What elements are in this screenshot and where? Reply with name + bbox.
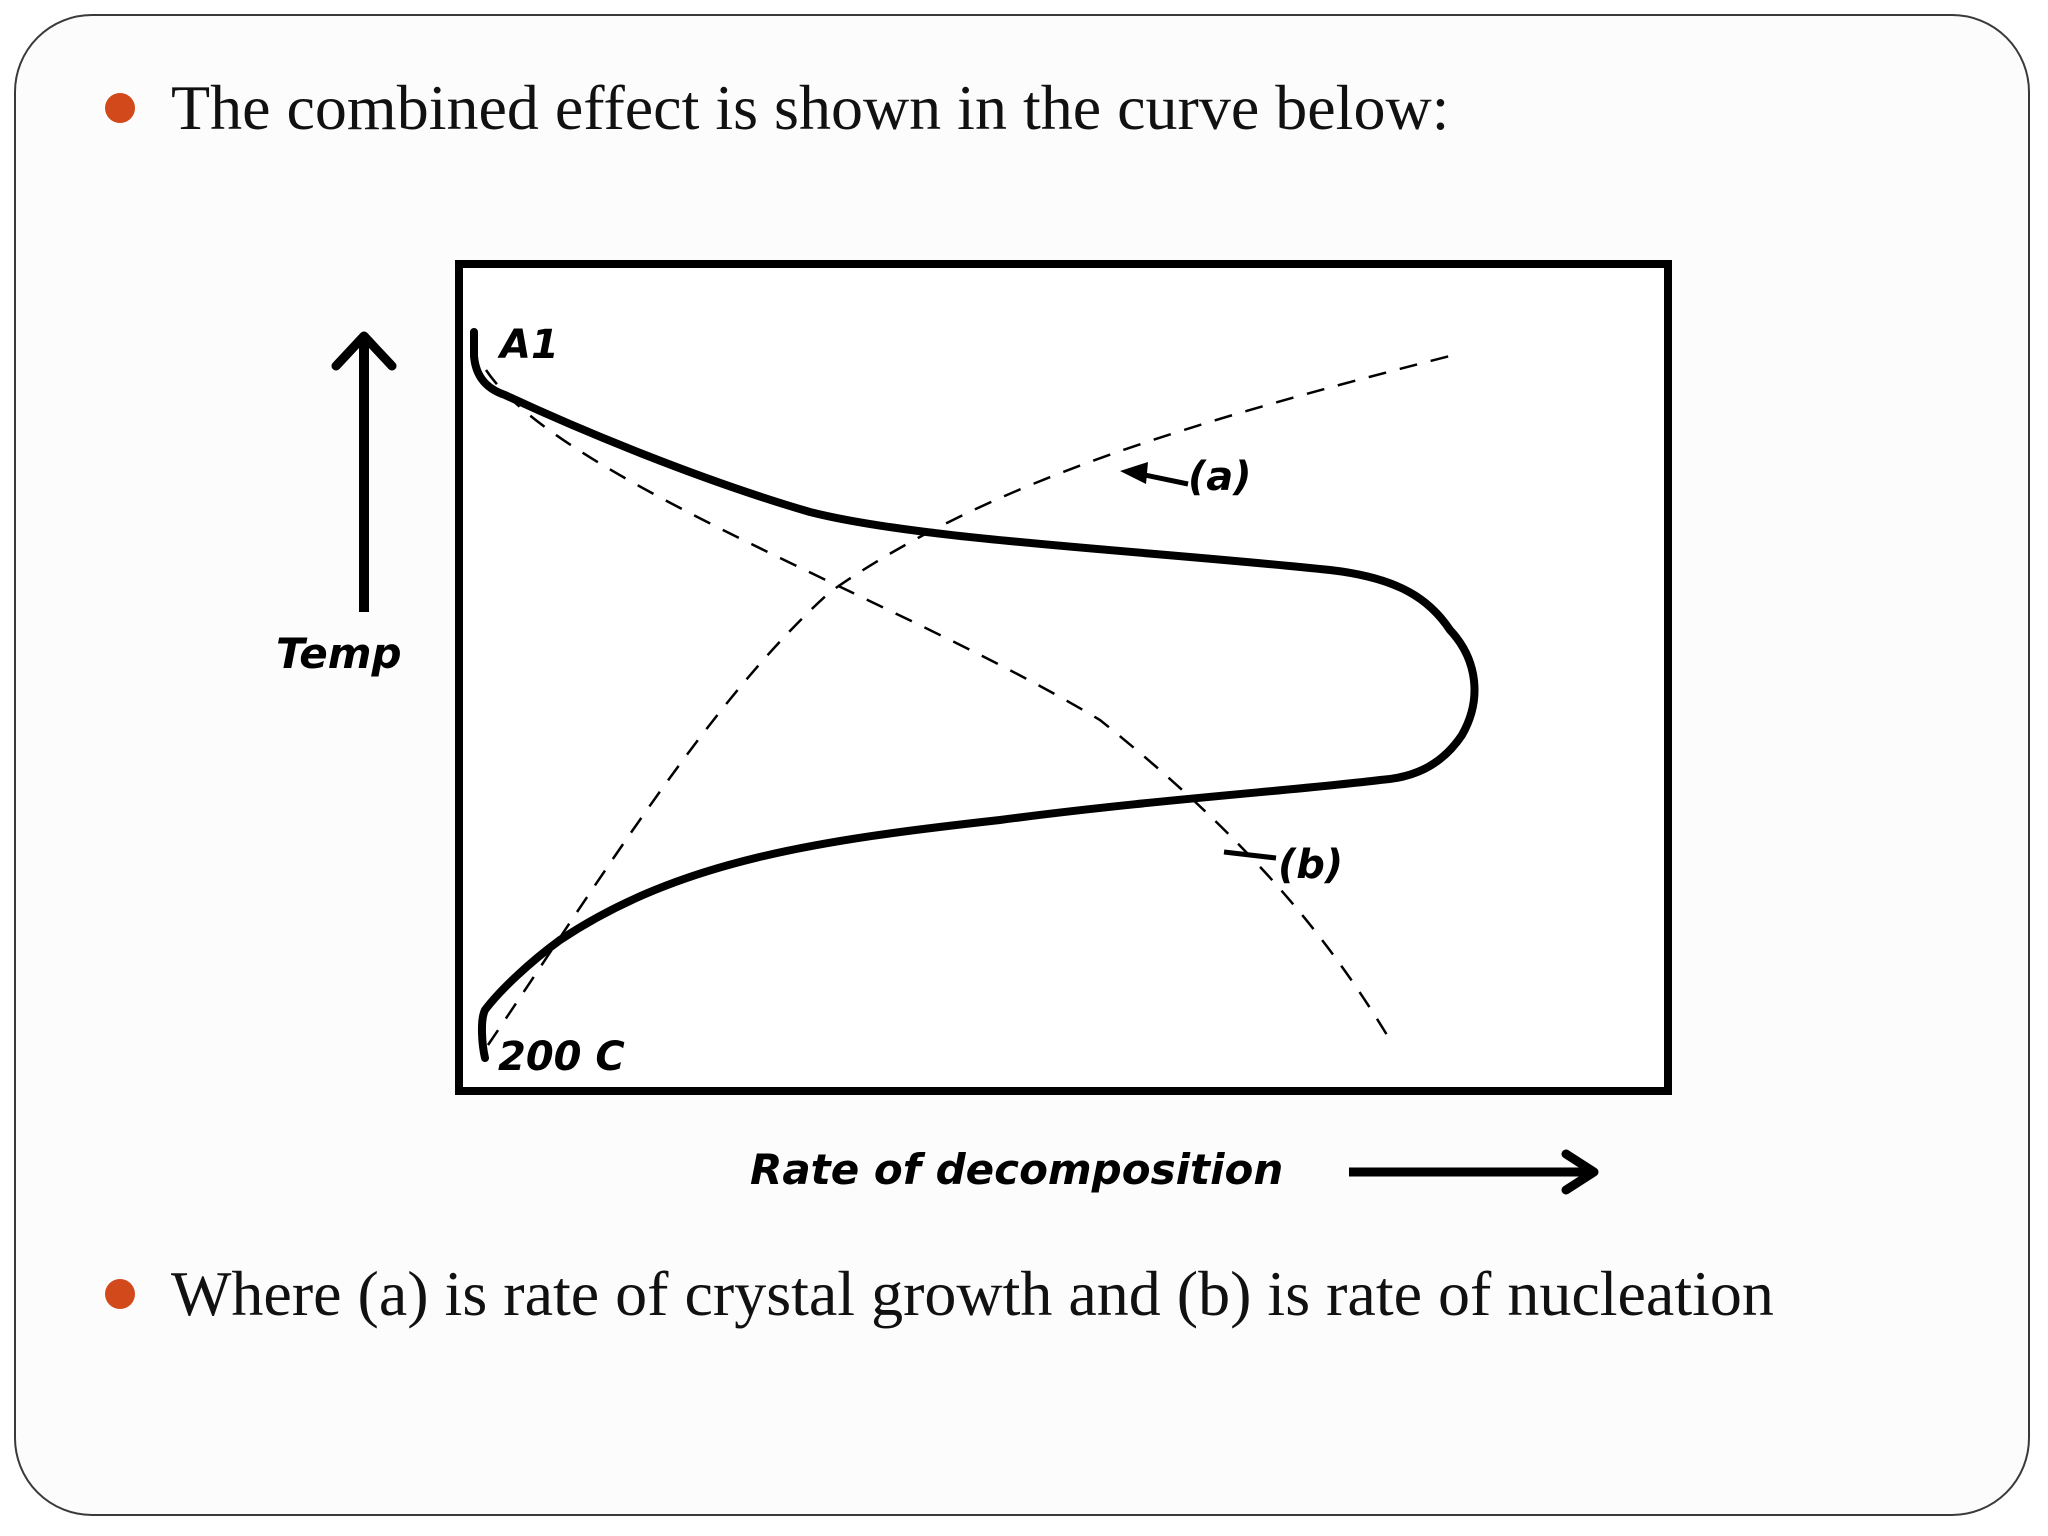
bullet-text: Where (a) is rate of crystal growth and … [171, 1258, 1774, 1329]
curve-a-crystal-growth [486, 354, 1451, 1046]
bullet-dot-icon [105, 93, 135, 123]
bullet-item: The combined effect is shown in the curv… [105, 76, 1449, 140]
bullet-dot-icon [105, 1279, 135, 1309]
curve-b-label: (b) [1278, 842, 1343, 888]
y-axis-arrow-icon [331, 331, 397, 612]
plot-frame [455, 260, 1672, 1095]
x-axis-arrow-icon [1349, 1149, 1599, 1195]
bottom-label: 200 C [498, 1034, 625, 1080]
bullet-text: The combined effect is shown in the curv… [171, 72, 1450, 143]
curve-b-nucleation [484, 369, 1392, 1041]
x-axis-label: Rate of decomposition [750, 1145, 1283, 1194]
y-axis-label: Temp [276, 629, 402, 678]
combined-curve [470, 328, 1479, 1062]
bullet-item: Where (a) is rate of crystal growth and … [105, 1262, 1774, 1326]
curve-b-pointer-icon [1223, 849, 1277, 861]
curve-a-label: (a) [1188, 454, 1252, 500]
top-label: A1 [497, 322, 559, 368]
curve-a-pointer-icon [1120, 462, 1189, 487]
